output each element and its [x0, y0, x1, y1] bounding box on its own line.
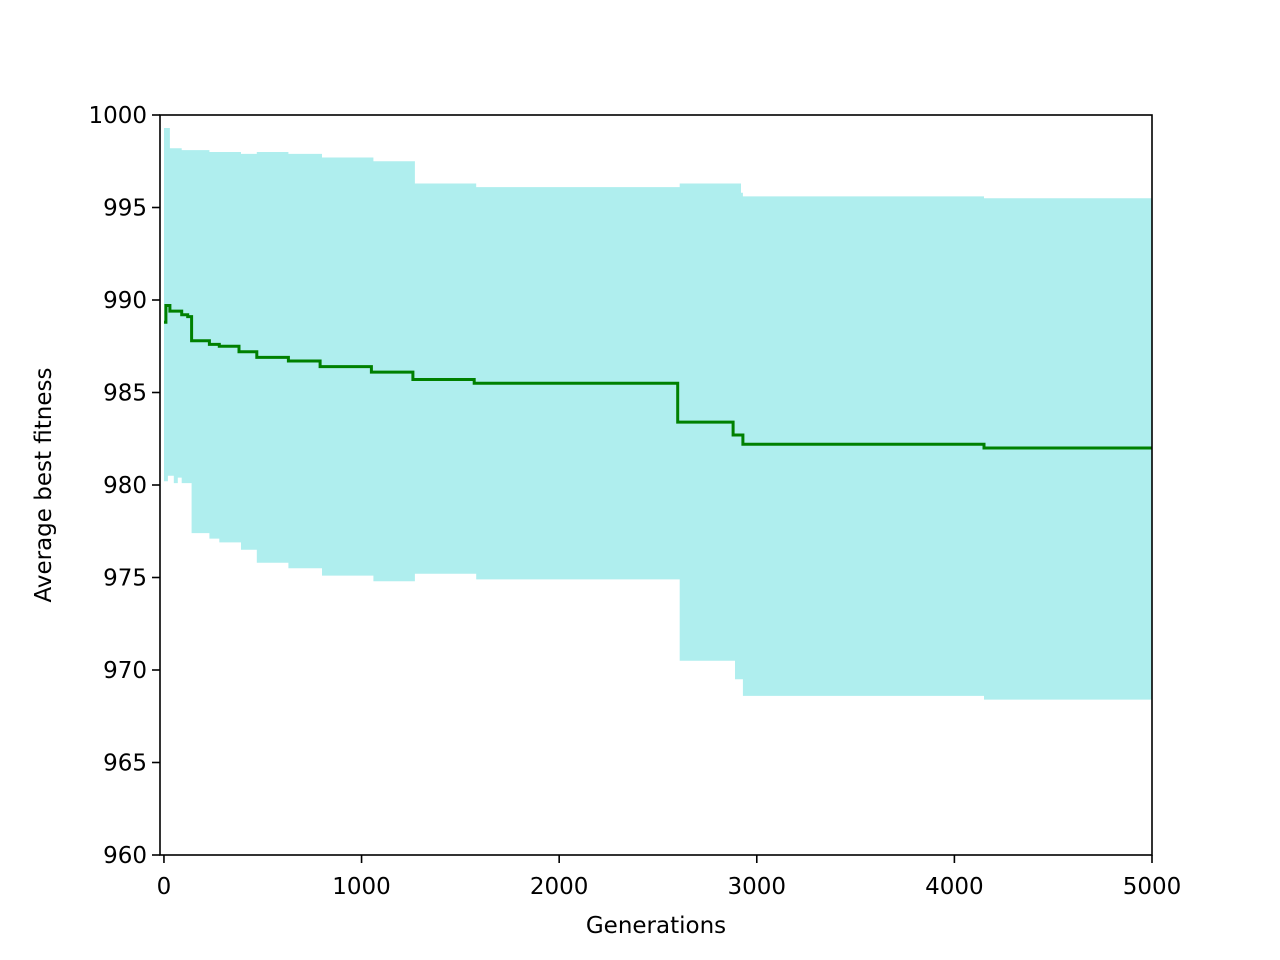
y-tick-label: 965: [103, 751, 147, 777]
x-axis: 0 1000 2000 3000 4000 5000: [157, 855, 1182, 900]
x-tick-label: 3000: [728, 874, 787, 900]
y-tick-label: 975: [103, 566, 147, 592]
y-tick-label: 990: [103, 288, 147, 314]
plot-area: [164, 128, 1152, 700]
x-axis-label: Generations: [586, 913, 726, 939]
y-tick-label: 1000: [88, 103, 147, 129]
x-tick-label: 2000: [530, 874, 589, 900]
x-tick-label: 0: [157, 874, 172, 900]
band-area: [164, 128, 1152, 700]
y-tick-label: 970: [103, 658, 147, 684]
x-tick-label: 1000: [332, 874, 391, 900]
y-axis: 960 965 970 975 980 985 990 995 1000: [88, 103, 160, 869]
y-axis-label: Average best fitness: [31, 367, 57, 602]
y-tick-label: 960: [103, 843, 147, 869]
y-tick-label: 995: [103, 196, 147, 222]
series-line: [164, 304, 1152, 450]
x-tick-label: 4000: [925, 874, 984, 900]
y-tick-label: 980: [103, 473, 147, 499]
y-tick-label: 985: [103, 381, 147, 407]
x-tick-label: 5000: [1123, 874, 1182, 900]
